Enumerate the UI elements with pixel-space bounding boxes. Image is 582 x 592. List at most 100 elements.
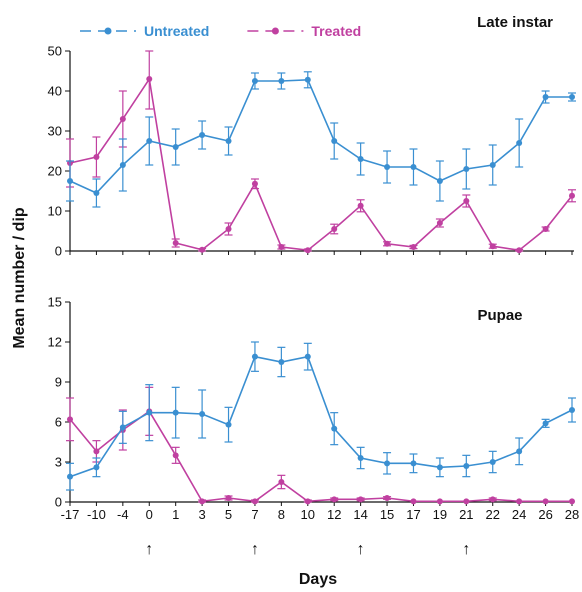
data-point <box>225 421 232 428</box>
data-point <box>278 78 285 84</box>
data-point <box>516 498 523 505</box>
data-point <box>384 240 391 247</box>
data-point <box>119 424 126 431</box>
data-point <box>489 162 496 168</box>
data-point <box>251 180 258 187</box>
data-point <box>542 94 549 100</box>
legend-label: Untreated <box>144 23 209 39</box>
x-tick-label: 5 <box>225 507 232 522</box>
y-axis-title: Mean number / dip <box>11 207 28 349</box>
arrow-mark: ↑ <box>251 541 259 558</box>
x-tick-label: 3 <box>198 507 205 522</box>
x-tick-label: 19 <box>433 507 447 522</box>
data-point <box>410 498 417 505</box>
data-point <box>516 247 523 254</box>
x-tick-label: 14 <box>353 507 367 522</box>
data-point <box>146 409 153 416</box>
treatment-arrows: ↑ ↑ ↑ ↑ <box>145 541 470 558</box>
data-point <box>172 452 179 459</box>
data-point <box>251 353 258 360</box>
legend-swatch-marker <box>104 27 112 35</box>
data-point <box>172 144 179 150</box>
data-point <box>569 94 575 100</box>
data-point <box>119 116 126 122</box>
data-point <box>251 498 258 505</box>
series-line <box>69 76 573 252</box>
x-tick-label: 1 <box>172 507 179 522</box>
data-point <box>569 192 575 199</box>
data-point <box>304 353 311 360</box>
data-point <box>278 359 285 365</box>
y-tick-label: 40 <box>48 84 62 99</box>
data-point <box>93 190 100 196</box>
x-tick-label: 12 <box>327 507 341 522</box>
data-point <box>199 411 206 417</box>
y-tick-label: 0 <box>55 495 62 510</box>
data-point <box>516 140 523 146</box>
legend-entry-treated: Treated <box>247 23 361 39</box>
data-point <box>199 132 206 138</box>
x-axis-title: Days <box>299 571 337 588</box>
data-point <box>410 164 417 170</box>
data-point <box>436 464 443 471</box>
data-point <box>436 220 443 226</box>
data-point <box>225 138 232 144</box>
data-point <box>542 420 549 427</box>
data-point <box>463 198 470 204</box>
data-point <box>516 448 523 455</box>
data-point <box>93 448 100 455</box>
x-tick-label: -10 <box>87 507 106 522</box>
data-point <box>384 460 391 467</box>
data-point <box>542 498 549 505</box>
data-point <box>146 138 153 144</box>
data-point <box>93 464 100 471</box>
panel-pupae: 0 3 6 9 12 15 -17 -10 -4 0 1 3 5 7 8 10 12 14 15 17 19 21 22 24… <box>48 295 580 523</box>
data-point <box>357 156 364 162</box>
data-point <box>172 409 179 416</box>
x-tick-label: 15 <box>380 507 394 522</box>
data-point <box>489 243 496 250</box>
data-point <box>384 164 391 170</box>
arrow-mark: ↑ <box>357 541 365 558</box>
panel-title: Pupae <box>477 307 522 324</box>
legend: Untreated Treated <box>80 23 361 39</box>
data-point <box>357 202 364 209</box>
data-point <box>357 455 364 461</box>
data-point <box>199 246 206 253</box>
y-tick-label: 30 <box>48 124 62 139</box>
data-point <box>542 226 549 232</box>
arrow-mark: ↑ <box>462 541 470 558</box>
data-point <box>172 240 179 246</box>
y-tick-label: 10 <box>48 204 62 219</box>
x-tick-label: -4 <box>117 507 129 522</box>
data-point <box>146 76 153 82</box>
data-point <box>463 166 470 172</box>
legend-swatch-marker <box>271 27 279 35</box>
data-point <box>225 495 232 501</box>
y-tick-label: 6 <box>55 415 62 430</box>
data-point <box>67 178 73 184</box>
data-point <box>331 138 338 144</box>
x-tick-label: 17 <box>406 507 420 522</box>
y-tick-label: 0 <box>55 244 62 259</box>
x-tick-label: 8 <box>278 507 285 522</box>
data-point <box>304 76 311 83</box>
x-tick-label: 0 <box>146 507 153 522</box>
data-point <box>225 226 232 232</box>
y-tick-label: 9 <box>55 375 62 390</box>
data-point <box>304 498 311 505</box>
data-point <box>67 473 73 480</box>
data-point <box>93 154 100 160</box>
data-point <box>463 498 470 505</box>
series-line <box>69 410 572 503</box>
data-point <box>304 247 311 254</box>
data-point <box>199 498 206 505</box>
x-tick-label: 10 <box>301 507 315 522</box>
data-point <box>436 498 443 505</box>
series-line <box>69 355 573 478</box>
data-point <box>489 496 496 503</box>
series-untreated <box>66 71 576 208</box>
x-tick-label: 28 <box>565 507 579 522</box>
series-line <box>69 78 572 194</box>
data-point <box>569 498 575 505</box>
